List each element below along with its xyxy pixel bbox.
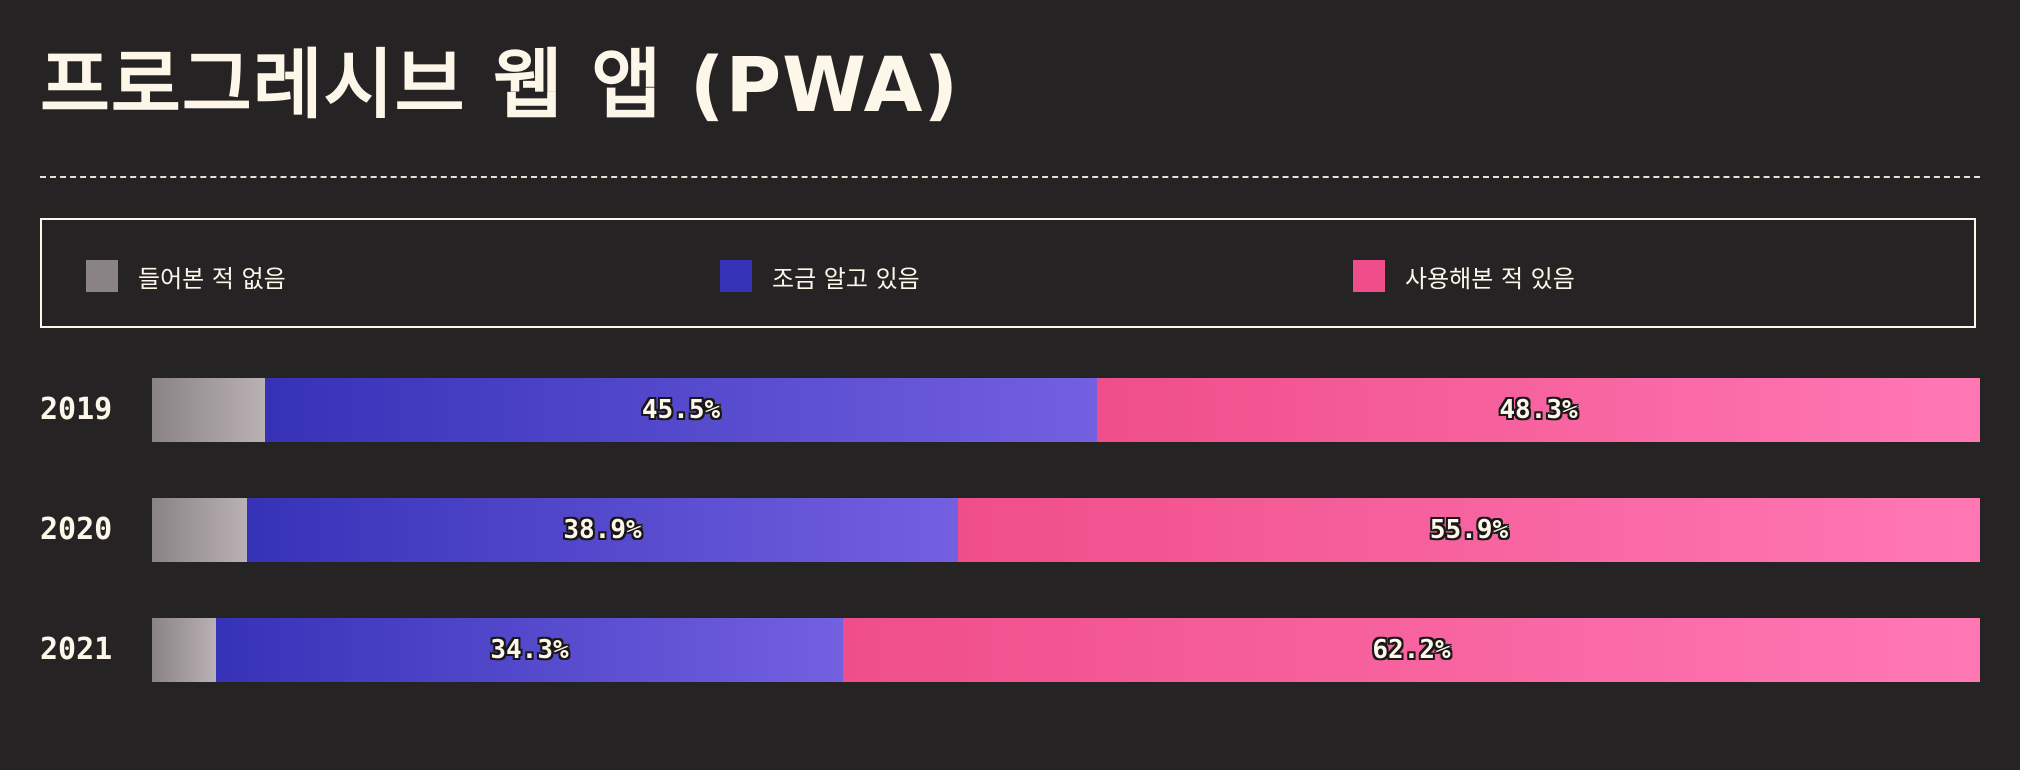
bar-segment-used-it-2021[interactable]: 62.2% bbox=[843, 618, 1980, 682]
legend-item-never-heard[interactable]: 들어본 적 없음 bbox=[86, 260, 286, 293]
bar-row-2020: 2020 38.9% 55.9% bbox=[40, 498, 1980, 562]
data-label-know-a-little-2021: 34.3% bbox=[490, 635, 569, 665]
bar-segment-know-a-little-2019[interactable]: 45.5% bbox=[265, 378, 1097, 442]
bar-segment-used-it-2019[interactable]: 48.3% bbox=[1097, 378, 1980, 442]
bar-segment-never-heard-2021[interactable] bbox=[152, 618, 216, 682]
legend-swatch-never-heard bbox=[86, 260, 118, 292]
category-label-2020: 2020 bbox=[40, 512, 113, 547]
stacked-bar-2020: 38.9% 55.9% bbox=[152, 498, 1980, 562]
category-label-2021: 2021 bbox=[40, 632, 113, 667]
chart-title: 프로그레시브 웹 앱 (PWA) bbox=[40, 40, 960, 129]
bar-segment-never-heard-2019[interactable] bbox=[152, 378, 265, 442]
data-label-used-it-2021: 62.2% bbox=[1372, 635, 1451, 665]
legend-item-know-a-little[interactable]: 조금 알고 있음 bbox=[720, 260, 920, 293]
title-divider bbox=[40, 176, 1980, 178]
legend-swatch-know-a-little bbox=[720, 260, 752, 292]
data-label-used-it-2020: 55.9% bbox=[1429, 515, 1509, 545]
bar-segment-know-a-little-2020[interactable]: 38.9% bbox=[247, 498, 958, 562]
chart-legend: 들어본 적 없음 조금 알고 있음 사용해본 적 있음 bbox=[40, 218, 1976, 328]
legend-swatch-used-it bbox=[1353, 260, 1385, 292]
category-label-2019: 2019 bbox=[40, 392, 113, 427]
bar-segment-never-heard-2020[interactable] bbox=[152, 498, 247, 562]
bar-segment-used-it-2020[interactable]: 55.9% bbox=[958, 498, 1980, 562]
legend-label-know-a-little: 조금 알고 있음 bbox=[772, 264, 920, 293]
data-label-used-it-2019: 48.3% bbox=[1499, 395, 1578, 425]
bar-row-2019: 2019 45.5% 48.3% bbox=[40, 378, 1980, 442]
legend-item-used-it[interactable]: 사용해본 적 있음 bbox=[1353, 260, 1575, 293]
legend-label-used-it: 사용해본 적 있음 bbox=[1405, 264, 1575, 293]
bar-segment-know-a-little-2021[interactable]: 34.3% bbox=[216, 618, 843, 682]
legend-label-never-heard: 들어본 적 없음 bbox=[138, 264, 286, 293]
stacked-bar-2019: 45.5% 48.3% bbox=[152, 378, 1980, 442]
bar-row-2021: 2021 34.3% 62.2% bbox=[40, 618, 1980, 682]
data-label-know-a-little-2019: 45.5% bbox=[641, 395, 721, 425]
data-label-know-a-little-2020: 38.9% bbox=[563, 515, 642, 545]
stacked-bar-2021: 34.3% 62.2% bbox=[152, 618, 1980, 682]
